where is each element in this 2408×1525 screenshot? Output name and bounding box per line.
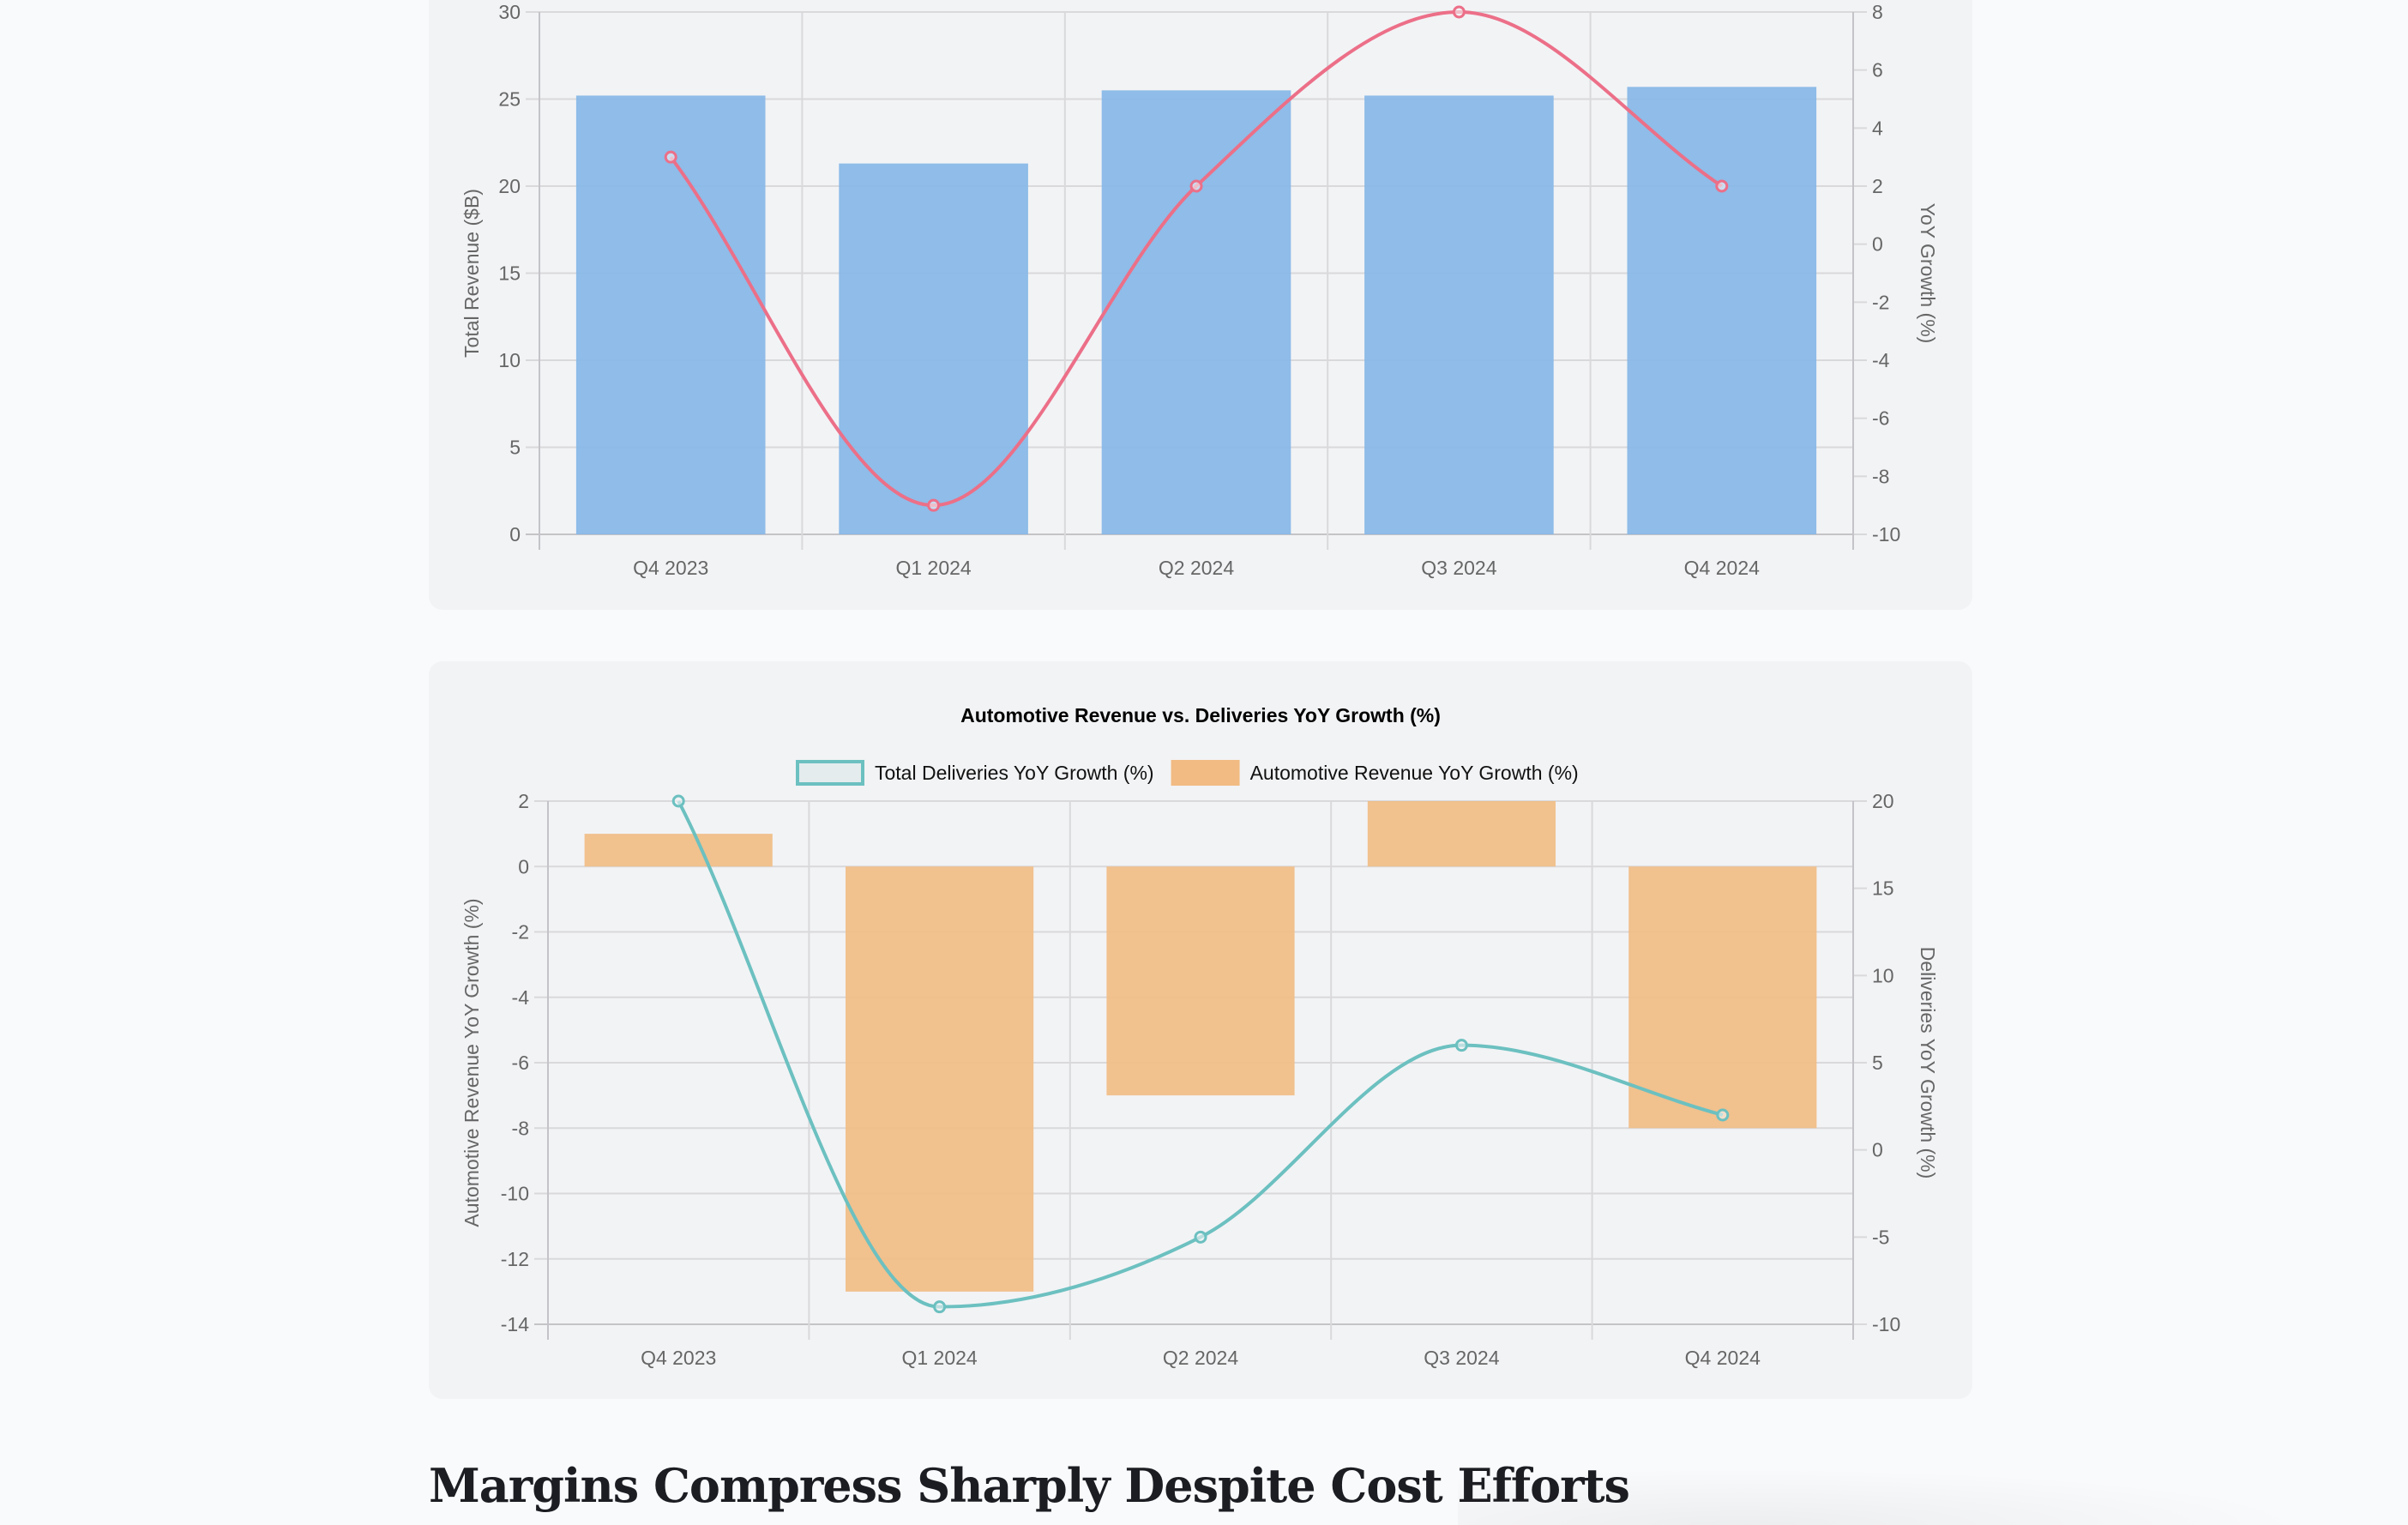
bar xyxy=(1101,90,1291,534)
bar-series xyxy=(575,87,1817,534)
data-point xyxy=(1454,1039,1468,1052)
x-tick-label: Q3 2024 xyxy=(1424,1347,1499,1369)
y-tick-label: 0 xyxy=(509,523,521,546)
x-tick-label: Q3 2024 xyxy=(1421,557,1496,579)
y-tick-label: -2 xyxy=(512,921,529,943)
bar xyxy=(1106,866,1295,1096)
revenue-chart-card: 0 5 10 15 20 25 30 -10 -8 -6 -4 -2 0 2 4 6 8 Q4 2023 Q1 20… xyxy=(429,0,1972,610)
legend-label: Automotive Revenue YoY Growth (%) xyxy=(1250,762,1579,784)
data-point xyxy=(664,150,677,164)
y2-tick-label: -10 xyxy=(1872,523,1900,546)
legend: Total Deliveries YoY Growth (%) Automotiv… xyxy=(796,760,1579,786)
y2-axis-title: Deliveries YoY Growth (%) xyxy=(1917,947,1939,1179)
data-point xyxy=(1452,5,1466,19)
data-point xyxy=(1715,179,1729,193)
x-tick-label: Q1 2024 xyxy=(895,557,971,579)
data-point xyxy=(1716,1108,1730,1122)
y-tick-label: -6 xyxy=(512,1052,529,1074)
y2-tick-label: -10 xyxy=(1872,1313,1900,1335)
bar xyxy=(839,163,1028,534)
x-tick-label: Q4 2024 xyxy=(1685,1347,1761,1369)
automotive-chart-card: -14 -12 -10 -8 -6 -4 -2 0 2 -10 -5 0 5 10 15 20 Q4 2023 Q… xyxy=(429,661,1972,1399)
bar xyxy=(575,95,766,534)
y2-tick-label: -4 xyxy=(1872,349,1890,371)
y2-tick-label: -8 xyxy=(1872,465,1889,487)
y2-tick-label: 10 xyxy=(1872,964,1894,986)
data-point xyxy=(933,1300,947,1314)
x-tick-label: Q2 2024 xyxy=(1163,1347,1238,1369)
bar xyxy=(584,834,773,867)
y-tick-label: 15 xyxy=(498,262,521,285)
y2-tick-label: 0 xyxy=(1872,233,1883,256)
y-tick-label: -12 xyxy=(501,1248,529,1270)
y2-tick-label: -5 xyxy=(1872,1226,1889,1248)
y-tick-label: 30 xyxy=(498,1,521,23)
x-tick-label: Q4 2024 xyxy=(1684,557,1760,579)
y2-tick-label: 20 xyxy=(1872,790,1894,812)
chart-title: Automotive Revenue vs. Deliveries YoY Gr… xyxy=(960,704,1441,726)
y-tick-label: 20 xyxy=(498,175,521,197)
bar-series xyxy=(584,801,1817,1292)
revenue-growth-chart: 0 5 10 15 20 25 30 -10 -8 -6 -4 -2 0 2 4 6 8 Q4 2023 Q1 20… xyxy=(461,1,1939,579)
y2-tick-label: 5 xyxy=(1872,1052,1883,1074)
y-axis-title: Automotive Revenue YoY Growth (%) xyxy=(461,898,483,1227)
y-tick-label: 5 xyxy=(509,437,521,459)
y-tick-label: -14 xyxy=(501,1313,529,1335)
y2-tick-label: 15 xyxy=(1872,877,1894,900)
legend-item[interactable]: Total Deliveries YoY Growth (%) xyxy=(796,760,1154,786)
y-tick-label: -8 xyxy=(512,1117,529,1139)
bar xyxy=(1627,87,1817,534)
y-axis-title: Total Revenue ($B) xyxy=(461,189,483,358)
data-point xyxy=(671,794,685,808)
x-tick-label: Q4 2023 xyxy=(641,1347,716,1369)
bar xyxy=(846,866,1034,1292)
automotive-deliveries-chart: -14 -12 -10 -8 -6 -4 -2 0 2 -10 -5 0 5 10 15 20 Q4 2023 Q… xyxy=(461,704,1939,1369)
line-series xyxy=(669,9,1723,508)
y-tick-label: -10 xyxy=(501,1183,529,1205)
legend-swatch-line xyxy=(796,760,864,786)
y-tick-label: -4 xyxy=(512,986,530,1009)
y2-tick-label: 2 xyxy=(1872,175,1883,197)
y2-tick-label: 0 xyxy=(1872,1139,1883,1161)
y-tick-label: 2 xyxy=(518,790,529,812)
bar xyxy=(1367,801,1556,867)
y2-axis-title: YoY Growth (%) xyxy=(1917,203,1939,344)
bar xyxy=(1364,95,1554,534)
legend-item[interactable]: Automotive Revenue YoY Growth (%) xyxy=(1171,760,1579,786)
y2-tick-label: 6 xyxy=(1872,59,1883,81)
y-tick-label: 0 xyxy=(518,855,529,877)
line-series xyxy=(677,800,1724,1309)
legend-label: Total Deliveries YoY Growth (%) xyxy=(875,762,1154,784)
x-tick-label: Q4 2023 xyxy=(633,557,708,579)
y2-tick-label: -2 xyxy=(1872,291,1889,313)
data-point xyxy=(1194,1230,1207,1244)
y-tick-label: 25 xyxy=(498,88,521,111)
y-tick-label: 10 xyxy=(498,349,521,371)
data-point xyxy=(927,498,941,512)
section-heading: Margins Compress Sharply Despite Cost Ef… xyxy=(429,1458,1630,1513)
y2-tick-label: -6 xyxy=(1872,407,1889,430)
x-tick-label: Q2 2024 xyxy=(1159,557,1234,579)
legend-swatch-bar xyxy=(1171,760,1240,786)
data-point xyxy=(1189,179,1203,193)
bar xyxy=(1628,866,1817,1129)
y2-tick-label: 8 xyxy=(1872,1,1883,23)
x-tick-label: Q1 2024 xyxy=(901,1347,977,1369)
y2-tick-label: 4 xyxy=(1872,117,1883,139)
